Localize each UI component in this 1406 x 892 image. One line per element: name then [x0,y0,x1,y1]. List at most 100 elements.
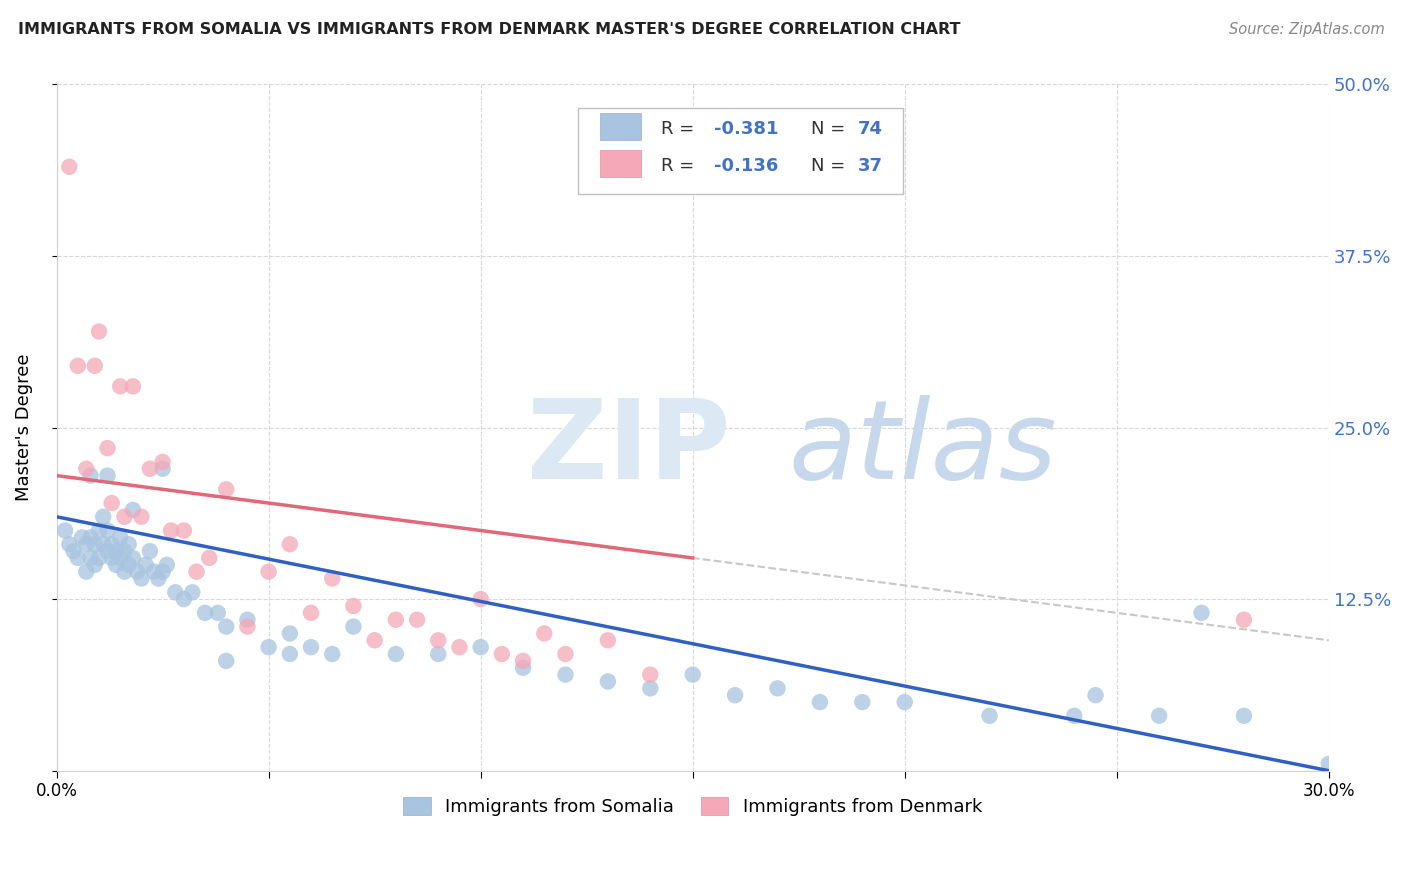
Point [114,565,136,579]
Point [110,530,132,544]
Point [1233,708,1256,723]
Point [596,633,619,648]
Point [449,640,471,655]
Text: N =: N = [811,120,851,137]
Point [470,640,492,655]
Point [186,565,208,579]
Point [148,572,170,586]
Point [70,530,93,544]
Point [363,633,385,648]
Point [79,551,101,566]
Point [156,558,179,572]
Legend: Immigrants from Somalia, Immigrants from Denmark: Immigrants from Somalia, Immigrants from… [396,789,988,823]
Point [131,572,153,586]
Point [893,695,915,709]
Point [299,606,322,620]
Point [114,509,136,524]
Point [554,667,576,681]
Point [87,524,110,538]
FancyBboxPatch shape [578,109,903,194]
Point [321,572,343,586]
Point [766,681,789,696]
Point [278,626,301,640]
Point [165,585,187,599]
Point [131,509,153,524]
Point [100,537,122,551]
Point [127,565,149,579]
Point [139,544,162,558]
Point [91,509,114,524]
Point [1233,613,1256,627]
Point [139,461,162,475]
Point [278,647,301,661]
Point [152,565,174,579]
Point [75,461,97,475]
Text: ZIP: ZIP [527,394,731,501]
Point [278,537,301,551]
Point [160,524,183,538]
Point [173,592,195,607]
Point [66,359,89,373]
Point [512,661,534,675]
Point [110,551,132,566]
Point [321,647,343,661]
Point [1191,606,1213,620]
Point [724,688,747,702]
Point [104,558,127,572]
Point [1147,708,1170,723]
Point [808,695,831,709]
Point [96,544,118,558]
Point [640,667,662,681]
Point [114,544,136,558]
Point [79,530,101,544]
Point [1063,708,1085,723]
Point [257,565,280,579]
FancyBboxPatch shape [600,113,641,139]
Point [533,626,555,640]
Point [75,565,97,579]
Point [83,359,105,373]
Point [87,551,110,566]
Point [122,379,145,393]
Point [640,681,662,696]
Point [385,613,408,627]
Text: N =: N = [811,157,851,175]
Point [215,619,238,633]
Point [851,695,873,709]
Point [1317,756,1340,771]
Point [143,565,166,579]
Point [215,483,238,497]
Point [104,544,127,558]
Point [173,524,195,538]
Point [152,455,174,469]
Point [96,468,118,483]
Point [122,503,145,517]
Point [207,606,229,620]
Point [83,537,105,551]
Point [1084,688,1107,702]
Text: 74: 74 [858,120,883,137]
Point [58,160,80,174]
Point [194,606,217,620]
Text: R =: R = [661,157,700,175]
Point [427,633,450,648]
Point [979,708,1001,723]
Point [135,558,157,572]
Text: -0.381: -0.381 [714,120,779,137]
Point [342,619,364,633]
Point [118,558,141,572]
Point [91,537,114,551]
Point [596,674,619,689]
Point [83,558,105,572]
Point [96,524,118,538]
Point [385,647,408,661]
Point [299,640,322,655]
Text: Source: ZipAtlas.com: Source: ZipAtlas.com [1229,22,1385,37]
Point [236,619,259,633]
Point [152,461,174,475]
Point [554,647,576,661]
Point [79,468,101,483]
Point [75,537,97,551]
Point [100,496,122,510]
Point [58,537,80,551]
